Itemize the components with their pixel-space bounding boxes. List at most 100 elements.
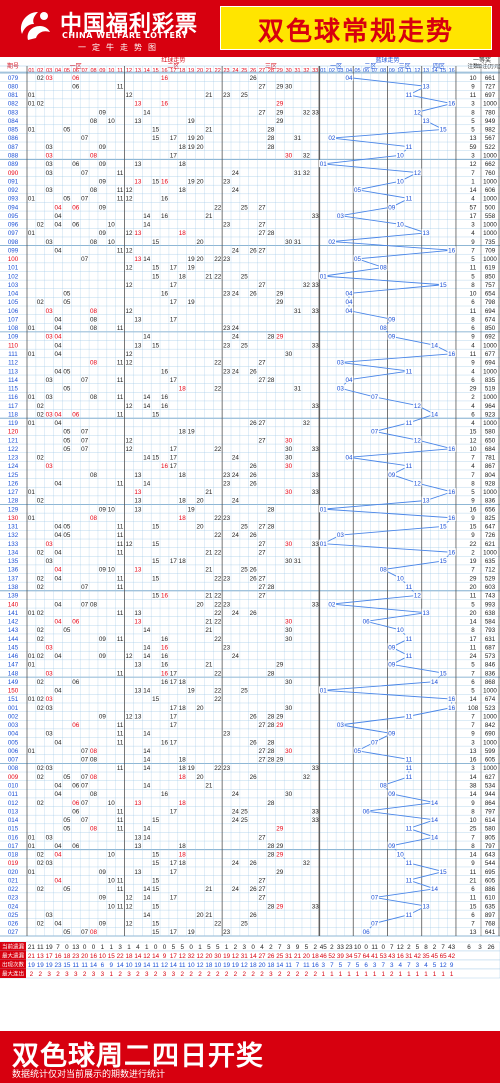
stat-extra-value: 26 [487,944,495,951]
prize-amount: 558 [485,213,496,220]
red-ball: 07 [81,196,89,203]
prize-amount: 621 [485,541,496,548]
blue-ball-bg [396,177,405,185]
issue-number: 023 [8,895,19,902]
stat-red-value: 1 [225,944,229,951]
prize-count: 21 [470,877,477,884]
prize-count: 17 [470,636,477,643]
stat-red-value: 2 [314,944,318,951]
stat-blue-value: 7 [407,962,411,969]
red-ball: 23 [223,480,231,487]
prize-count: 5 [471,256,475,263]
red-ball: 21 [205,619,213,626]
red-ball: 15 [152,921,160,928]
red-ball: 17 [170,377,178,384]
prize-count: 9 [471,334,475,341]
red-ball: 12 [125,187,133,194]
red-ball: 14 [143,834,151,841]
prize-count: 15 [470,903,477,910]
blue-ball: 09 [388,334,396,341]
prize-count: 8 [471,627,475,634]
red-number-header: 23 [224,68,230,74]
stat-blue-value: 52 [328,953,336,960]
red-ball: 10 [108,118,116,125]
blue-number-header: 04 [346,68,352,74]
prize-amount: 662 [485,161,496,168]
red-ball: 22 [214,610,222,617]
red-ball: 14 [143,748,151,755]
red-ball: 11 [117,765,124,772]
red-ball: 01 [28,843,36,850]
issue-number: 143 [8,627,19,634]
red-ball: 01 [28,394,36,401]
stat-blue-value: 2 [330,944,334,951]
stat-red-value: 23 [72,953,80,960]
red-ball: 04 [55,575,63,582]
blue-ball-bg [387,729,396,737]
red-ball: 03 [46,144,54,151]
red-ball: 03 [46,153,54,160]
red-ball: 27 [259,748,267,755]
red-ball: 13 [134,662,142,669]
red-ball: 33 [312,109,320,116]
prize-count: 13 [470,135,477,142]
red-ball: 14 [143,334,151,341]
stat-red-value: 11 [73,962,80,969]
stat-blue-value: 2 [433,944,437,951]
red-ball: 17 [170,713,178,720]
red-ball: 33 [312,903,320,910]
red-ball: 25 [241,808,249,815]
stat-red-value: 11 [152,962,159,969]
issue-number: 024 [8,903,19,910]
red-ball: 23 [223,472,231,479]
red-ball: 17 [170,679,178,686]
stat-blue-value: 31 [405,953,413,960]
red-ball: 29 [276,662,284,669]
stat-blue-value: 53 [380,953,388,960]
prize-amount: 842 [485,722,496,729]
blue-ball: 05 [354,256,362,263]
stat-red-value: 18 [250,962,258,969]
prize-count: 9 [471,731,475,738]
red-ball: 02 [37,653,45,660]
red-ball: 13 [134,834,142,841]
blue-number-header: 08 [380,68,386,74]
stat-red-value: 2 [56,971,60,978]
blue-ball-bg [438,669,448,677]
stat-blue-value: 11 [371,944,378,951]
stat-red-value: 13 [37,953,45,960]
stat-red-value: 1 [101,944,105,951]
stat-red-value: 12 [179,953,187,960]
stat-blue-value: 65 [440,953,448,960]
prize-count: 11 [470,593,477,600]
blue-ball: 15 [440,869,448,876]
red-ball: 09 [99,567,107,574]
stat-red-value: 9 [163,953,167,960]
red-ball: 04 [55,852,63,859]
red-ball: 30 [285,748,293,755]
prize-count: 9 [471,83,475,90]
blue-ball: 04 [345,299,353,306]
red-ball: 22 [214,532,222,539]
stat-red-value: 15 [63,962,71,969]
stat-blue-value: 7 [381,962,385,969]
stat-red-value: 16 [55,953,63,960]
prize-amount: 867 [485,463,496,470]
stat-blue-value: 1 [373,971,377,978]
blue-ball: 05 [354,748,362,755]
red-ball: 11 [117,722,124,729]
blue-ball: 09 [388,204,396,211]
red-ball: 03 [46,161,54,168]
red-ball: 15 [152,265,160,272]
blue-ball-bg [336,211,345,219]
stat-red-value: 20 [259,962,267,969]
red-ball: 09 [99,713,107,720]
stat-red-value: 2 [118,971,122,978]
red-ball: 24 [232,817,240,824]
red-ball: 14 [143,403,151,410]
prize-amount: 864 [485,800,496,807]
prize-amount: 850 [485,325,496,332]
red-ball: 09 [99,109,107,116]
blue-ball: 09 [388,731,396,738]
prize-amount: 735 [485,239,496,246]
